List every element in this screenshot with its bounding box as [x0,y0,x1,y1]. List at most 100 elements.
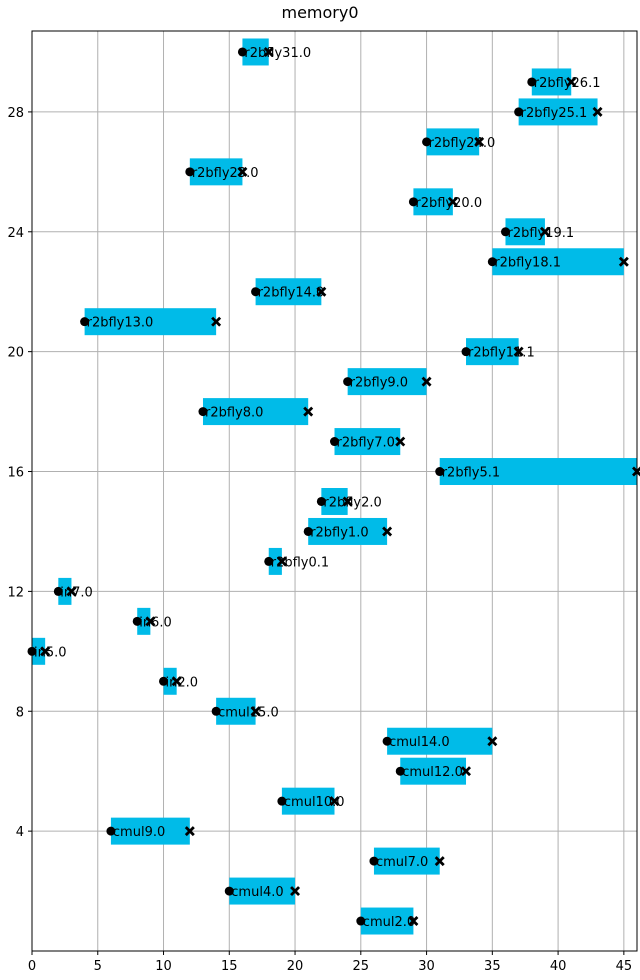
bar-label: cmul12.0 [402,765,463,780]
bar-label: cmul7.0 [376,855,428,870]
bar-label: r2bfly7.0 [337,436,395,451]
interval-bar [492,248,624,276]
start-marker [356,916,366,926]
interval-bar [360,907,414,935]
interval-bar [387,727,493,755]
start-marker [435,467,445,477]
end-marker [513,346,524,357]
interval-bar [189,158,243,186]
x-tick-label: 45 [616,959,633,974]
x-tick-label: 30 [418,959,435,974]
interval-bar [347,368,427,396]
end-marker [276,556,287,567]
end-marker [237,166,248,177]
x-tick-label: 0 [28,959,36,974]
interval-bar [163,667,177,695]
end-marker [618,256,629,267]
start-marker [316,496,326,506]
end-marker [290,886,301,897]
bar-label: r2bfly14.0 [258,286,325,301]
start-marker [500,227,510,237]
start-marker [277,796,287,806]
bar-label: cmul4.0 [231,885,283,900]
end-marker [263,46,274,57]
interval-bar [466,338,519,366]
bar-label: r2bfly13.0 [87,316,154,331]
bar-label: r2bfly24.0 [429,136,496,151]
bar-label: r2bfly0.1 [271,555,329,570]
interval-bar [255,278,322,306]
end-marker [66,586,77,597]
x-tick-label: 10 [155,959,172,974]
x-tick-label: 25 [353,959,370,974]
start-marker [422,137,432,147]
end-marker [566,76,577,87]
start-marker [461,347,471,357]
bar-label: cmul9.0 [113,825,165,840]
bar-label: r2bfly31.0 [244,46,311,61]
y-tick-label: 24 [7,226,24,241]
plot-frame [31,30,638,952]
end-marker [474,136,485,147]
start-marker [237,47,247,57]
end-marker [421,376,432,387]
bar-label: in7.0 [60,585,93,600]
interval-bar [373,847,440,875]
x-tick-label: 5 [94,959,102,974]
start-marker [224,886,234,896]
start-marker [53,586,63,596]
bar-label: cmul14.0 [389,735,450,750]
interval-bar [308,517,388,545]
bar-label: in6.0 [139,615,172,630]
interval-bar [268,547,282,575]
interval-bar [281,787,335,815]
end-marker [461,766,472,777]
bar-label: in2.0 [166,675,199,690]
bar-label: r2bfly11.1 [468,346,535,361]
bar-label: r2bfly20.0 [415,196,482,211]
start-marker [185,167,195,177]
end-marker [342,496,353,507]
x-tick-label: 40 [550,959,567,974]
bar-label: cmul10.0 [284,795,345,810]
end-marker [487,736,498,747]
interval-bar [216,697,256,725]
chart-title: memory0 [281,3,358,22]
bar-label: in5.0 [34,645,67,660]
marker-layer [27,46,640,927]
start-marker [395,766,405,776]
start-marker [159,676,169,686]
interval-bar [531,68,572,96]
bar-label: r2bfly5.1 [442,466,500,481]
start-marker [264,556,274,566]
start-marker [211,706,221,716]
y-tick-label: 16 [7,466,24,481]
end-marker [592,106,603,117]
bar-label: r2bfly25.1 [521,106,588,121]
start-marker [330,437,339,447]
end-marker [184,826,195,837]
interval-bar [202,398,309,426]
y-tick-label: 8 [16,705,24,720]
bar-label: r2bfly23.0 [192,166,259,181]
interval-bar [137,607,151,635]
bar-label: r2bfly9.0 [350,376,408,391]
interval-bar [400,757,467,785]
y-tick-label: 28 [7,106,24,121]
bar-layer [32,38,637,935]
start-marker [487,257,497,267]
end-marker [211,316,222,327]
end-marker [382,526,393,537]
y-tick-label: 4 [16,825,24,840]
interval-bar [413,188,453,216]
start-marker [251,287,261,297]
x-tick-label: 35 [484,959,501,974]
interval-bar [426,128,480,156]
end-marker [250,706,261,717]
start-marker [408,197,418,207]
bar-label: r2bfly19.1 [507,226,574,241]
end-marker [40,646,51,657]
interval-bar [334,428,401,456]
